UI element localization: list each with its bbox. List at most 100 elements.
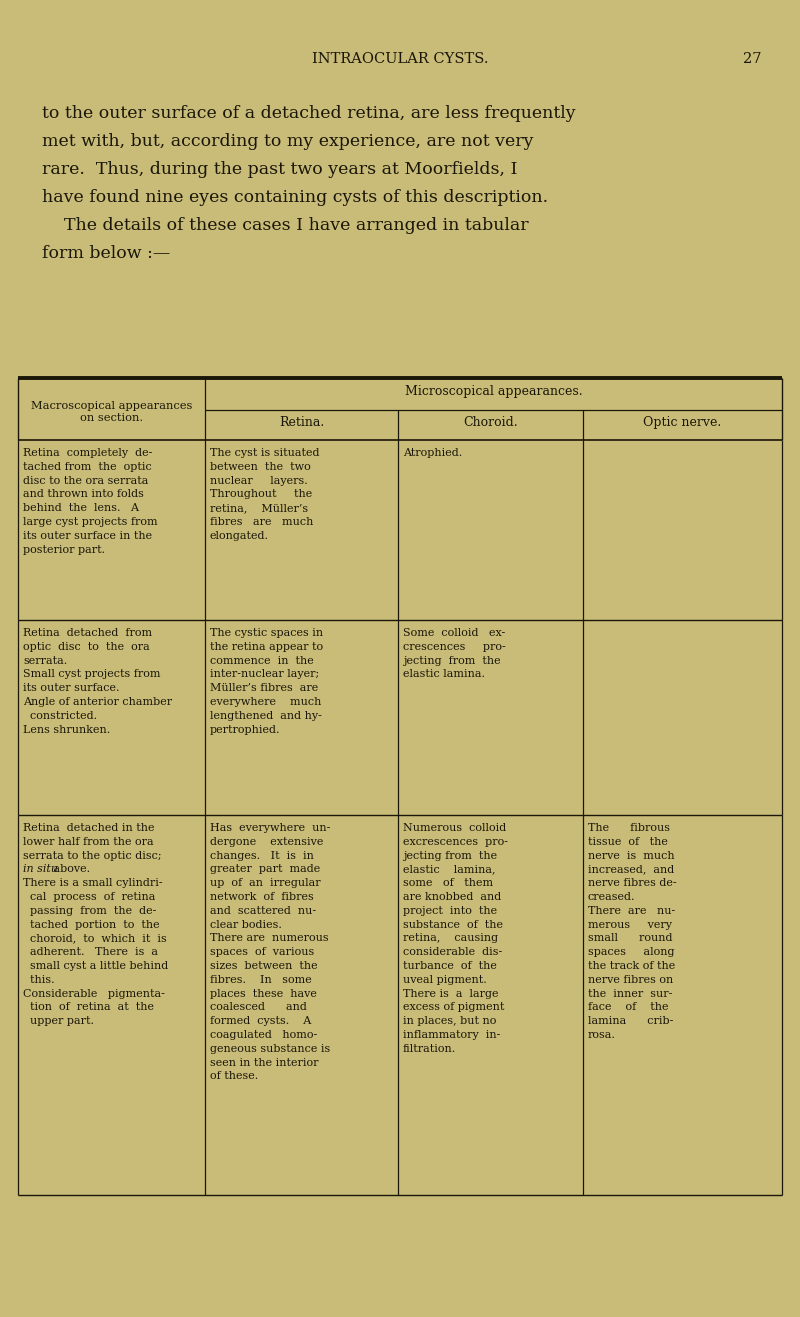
Text: met with, but, according to my experience, are not very: met with, but, according to my experienc… — [42, 133, 534, 150]
Text: considerable  dis-: considerable dis- — [403, 947, 502, 957]
Text: jecting  from  the: jecting from the — [403, 656, 501, 665]
Text: choroid,  to  which  it  is: choroid, to which it is — [23, 934, 166, 943]
Text: large cyst projects from: large cyst projects from — [23, 518, 158, 527]
Text: Angle of anterior chamber: Angle of anterior chamber — [23, 697, 172, 707]
Text: substance  of  the: substance of the — [403, 919, 503, 930]
Text: nerve  is  much: nerve is much — [588, 851, 674, 860]
Text: this.: this. — [23, 975, 54, 985]
Text: uveal pigment.: uveal pigment. — [403, 975, 486, 985]
Text: increased,  and: increased, and — [588, 864, 674, 874]
Text: geneous substance is: geneous substance is — [210, 1044, 330, 1054]
Text: inflammatory  in-: inflammatory in- — [403, 1030, 500, 1040]
Text: excrescences  pro-: excrescences pro- — [403, 836, 508, 847]
Text: constricted.: constricted. — [23, 711, 97, 720]
Text: are knobbed  and: are knobbed and — [403, 892, 502, 902]
Text: the  inner  sur-: the inner sur- — [588, 989, 672, 998]
Text: elastic    lamina,: elastic lamina, — [403, 864, 495, 874]
Text: and  scattered  nu-: and scattered nu- — [210, 906, 316, 915]
Text: Has  everywhere  un-: Has everywhere un- — [210, 823, 330, 832]
Text: Lens shrunken.: Lens shrunken. — [23, 724, 110, 735]
Text: the track of the: the track of the — [588, 961, 675, 971]
Text: retina,    Müller’s: retina, Müller’s — [210, 503, 308, 514]
Text: Retina.: Retina. — [279, 416, 324, 429]
Text: Atrophied.: Atrophied. — [403, 448, 462, 458]
Text: There are  numerous: There are numerous — [210, 934, 329, 943]
Text: Retina  detached in the: Retina detached in the — [23, 823, 154, 832]
Text: The      fibrous: The fibrous — [588, 823, 670, 832]
Text: filtration.: filtration. — [403, 1044, 456, 1054]
Text: nerve fibres on: nerve fibres on — [588, 975, 674, 985]
Text: Optic nerve.: Optic nerve. — [643, 416, 722, 429]
Text: There  are   nu-: There are nu- — [588, 906, 675, 915]
Text: form below :—: form below :— — [42, 245, 170, 262]
Text: fibres.    In   some: fibres. In some — [210, 975, 312, 985]
Text: Microscopical appearances.: Microscopical appearances. — [405, 385, 582, 398]
Text: tion  of  retina  at  the: tion of retina at the — [23, 1002, 154, 1013]
Text: sizes  between  the: sizes between the — [210, 961, 318, 971]
Text: 27: 27 — [743, 51, 762, 66]
Text: dergone    extensive: dergone extensive — [210, 836, 323, 847]
Text: to the outer surface of a detached retina, are less frequently: to the outer surface of a detached retin… — [42, 105, 576, 122]
Text: optic  disc  to  the  ora: optic disc to the ora — [23, 641, 150, 652]
Text: Small cyst projects from: Small cyst projects from — [23, 669, 161, 680]
Text: lamina      crib-: lamina crib- — [588, 1017, 674, 1026]
Text: merous     very: merous very — [588, 919, 672, 930]
Text: Considerable   pigmenta-: Considerable pigmenta- — [23, 989, 165, 998]
Text: creased.: creased. — [588, 892, 635, 902]
Text: elastic lamina.: elastic lamina. — [403, 669, 485, 680]
Text: above.: above. — [50, 864, 90, 874]
Text: commence  in  the: commence in the — [210, 656, 314, 665]
Text: inter-nuclear layer;: inter-nuclear layer; — [210, 669, 319, 680]
Text: everywhere    much: everywhere much — [210, 697, 322, 707]
Text: INTRAOCULAR CYSTS.: INTRAOCULAR CYSTS. — [312, 51, 488, 66]
Text: Müller’s fibres  are: Müller’s fibres are — [210, 684, 318, 693]
Text: up  of  an  irregular: up of an irregular — [210, 878, 321, 888]
Text: tissue  of   the: tissue of the — [588, 836, 668, 847]
Text: its outer surface.: its outer surface. — [23, 684, 119, 693]
Text: The cystic spaces in: The cystic spaces in — [210, 628, 323, 637]
Text: project  into  the: project into the — [403, 906, 497, 915]
Text: have found nine eyes containing cysts of this description.: have found nine eyes containing cysts of… — [42, 190, 548, 205]
Text: face    of    the: face of the — [588, 1002, 669, 1013]
Text: disc to the ora serrata: disc to the ora serrata — [23, 475, 148, 486]
Text: in places, but no: in places, but no — [403, 1017, 496, 1026]
Text: turbance  of  the: turbance of the — [403, 961, 497, 971]
Text: rare.  Thus, during the past two years at Moorfields, I: rare. Thus, during the past two years at… — [42, 161, 518, 178]
Text: spaces  of  various: spaces of various — [210, 947, 314, 957]
Text: Macroscopical appearances: Macroscopical appearances — [31, 400, 192, 411]
Text: Some  colloid   ex-: Some colloid ex- — [403, 628, 506, 637]
Text: passing  from  the  de-: passing from the de- — [23, 906, 156, 915]
Text: tached  portion  to  the: tached portion to the — [23, 919, 160, 930]
Text: fibres   are   much: fibres are much — [210, 518, 314, 527]
Text: changes.   It  is  in: changes. It is in — [210, 851, 314, 860]
Text: serrata.: serrata. — [23, 656, 67, 665]
Text: coalesced      and: coalesced and — [210, 1002, 307, 1013]
Text: of these.: of these. — [210, 1072, 258, 1081]
Text: There is a small cylindri-: There is a small cylindri- — [23, 878, 162, 888]
Text: and thrown into folds: and thrown into folds — [23, 490, 144, 499]
Text: posterior part.: posterior part. — [23, 545, 105, 554]
Text: rosa.: rosa. — [588, 1030, 616, 1040]
Text: pertrophied.: pertrophied. — [210, 724, 281, 735]
Text: between  the  two: between the two — [210, 462, 310, 471]
Text: seen in the interior: seen in the interior — [210, 1058, 318, 1068]
Text: its outer surface in the: its outer surface in the — [23, 531, 152, 541]
Text: on section.: on section. — [80, 414, 143, 423]
Text: cal  process  of  retina: cal process of retina — [23, 892, 155, 902]
Text: jecting from  the: jecting from the — [403, 851, 497, 860]
Text: in situ: in situ — [23, 864, 58, 874]
Text: Retina  completely  de-: Retina completely de- — [23, 448, 152, 458]
Text: coagulated   homo-: coagulated homo- — [210, 1030, 318, 1040]
Text: the retina appear to: the retina appear to — [210, 641, 323, 652]
Text: nuclear     layers.: nuclear layers. — [210, 475, 308, 486]
Text: greater  part  made: greater part made — [210, 864, 320, 874]
Text: lower half from the ora: lower half from the ora — [23, 836, 154, 847]
Text: small cyst a little behind: small cyst a little behind — [23, 961, 168, 971]
Text: network  of  fibres: network of fibres — [210, 892, 314, 902]
Text: serrata to the optic disc;: serrata to the optic disc; — [23, 851, 162, 860]
Text: behind  the  lens.   A: behind the lens. A — [23, 503, 139, 514]
Text: Throughout     the: Throughout the — [210, 490, 312, 499]
Text: The cyst is situated: The cyst is situated — [210, 448, 319, 458]
Text: small      round: small round — [588, 934, 673, 943]
Text: There is  a  large: There is a large — [403, 989, 498, 998]
